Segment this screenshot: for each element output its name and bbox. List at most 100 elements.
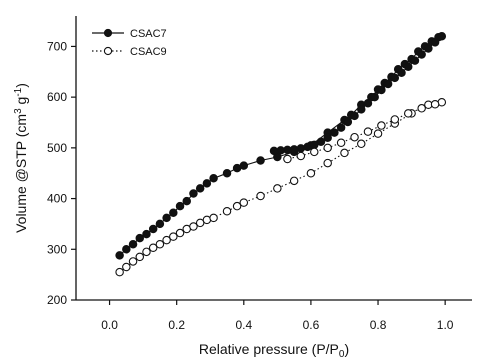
data-point-csac7 <box>239 161 249 170</box>
data-point-csac7 <box>350 111 359 121</box>
data-point-csac7 <box>316 137 326 147</box>
data-point-csac7 <box>383 79 393 89</box>
data-point-csac9 <box>175 228 185 238</box>
data-point-csac7 <box>209 174 218 183</box>
data-point-csac7 <box>148 224 158 234</box>
legend: CSAC7 CSAC9 <box>92 28 167 58</box>
y-tick-label: 400 <box>47 192 67 206</box>
data-point-csac9 <box>306 168 316 178</box>
data-point-csac7 <box>135 233 145 243</box>
data-point-csac7 <box>303 142 312 152</box>
data-point-csac9 <box>273 184 282 193</box>
data-point-csac7 <box>397 68 406 78</box>
data-point-csac7 <box>370 92 379 102</box>
x-tick-label: 0.2 <box>168 318 185 332</box>
data-point-csac7 <box>424 44 433 53</box>
legend-label-csac9: CSAC9 <box>130 46 167 58</box>
data-point-csac9 <box>403 109 413 118</box>
data-point-csac9 <box>336 138 346 148</box>
data-point-csac9 <box>390 115 400 124</box>
data-point-csac9 <box>373 129 383 138</box>
data-point-csac9 <box>239 198 249 207</box>
x-axis-ticks: 0.0 0.2 0.4 0.6 0.8 1.0 <box>101 300 454 332</box>
data-point-csac9 <box>142 247 151 257</box>
data-point-csac9 <box>340 148 349 158</box>
y-tick-label: 700 <box>47 39 67 53</box>
data-point-csac9 <box>148 243 158 253</box>
data-point-csac9 <box>296 151 306 161</box>
data-point-csac9 <box>162 235 171 245</box>
data-point-csac9 <box>377 121 386 130</box>
x-axis-title-subscript: 0 <box>339 349 345 360</box>
data-point-csac9 <box>289 176 299 186</box>
data-point-csac9 <box>155 239 165 249</box>
y-tick-label: 300 <box>47 242 67 256</box>
data-point-csac7 <box>122 245 131 254</box>
data-point-csac7 <box>269 146 279 156</box>
data-point-csac7 <box>142 229 151 239</box>
data-point-csac7 <box>410 56 420 65</box>
data-point-csac7 <box>169 208 178 218</box>
data-point-csac9 <box>323 143 332 153</box>
series-csac7 <box>115 32 447 260</box>
y-tick-label: 500 <box>47 141 67 155</box>
data-point-csac9 <box>232 201 242 211</box>
data-point-csac7 <box>162 213 171 223</box>
x-tick-label: 0.6 <box>303 318 320 332</box>
legend-marker-csac9 <box>103 46 113 56</box>
plot-frame <box>75 16 472 301</box>
data-point-csac7 <box>363 98 373 108</box>
data-point-csac9 <box>350 132 359 142</box>
data-point-csac7 <box>195 184 205 193</box>
y-tick-label: 600 <box>47 90 67 104</box>
y-axis-ticks: 200 300 400 500 600 700 <box>47 39 76 307</box>
data-point-csac7 <box>256 156 265 165</box>
data-point-csac7 <box>403 62 413 71</box>
data-point-csac7 <box>222 168 232 178</box>
data-point-csac9 <box>122 262 131 272</box>
data-point-csac9 <box>189 222 198 231</box>
data-point-csac9 <box>310 147 319 157</box>
data-point-csac7 <box>155 219 165 229</box>
data-point-csac7 <box>417 50 426 59</box>
x-axis-title: Relative pressure (P/P0) <box>199 341 349 360</box>
data-point-csac9 <box>430 99 440 109</box>
legend-marker-csac7 <box>103 28 113 38</box>
data-point-csac7 <box>323 133 332 142</box>
data-point-csac7 <box>182 196 191 206</box>
data-point-csac7 <box>437 32 447 41</box>
x-tick-label: 0.4 <box>235 318 252 332</box>
data-point-csac7 <box>175 201 185 211</box>
data-point-csac7 <box>343 117 353 127</box>
data-point-csac9 <box>363 127 373 136</box>
data-point-csac9 <box>323 158 332 168</box>
data-point-csac7 <box>357 105 366 114</box>
series-csac9 <box>115 97 447 277</box>
data-point-csac9 <box>222 207 232 216</box>
data-point-csac7 <box>128 239 138 249</box>
data-point-csac9 <box>357 139 366 149</box>
legend-label-csac7: CSAC7 <box>130 28 167 40</box>
data-point-csac9 <box>283 154 292 164</box>
series-layer <box>115 32 447 277</box>
x-tick-label: 0.0 <box>101 318 118 332</box>
x-tick-label: 0.8 <box>370 318 387 332</box>
data-point-csac7 <box>430 38 440 47</box>
data-point-csac9 <box>135 252 145 262</box>
data-point-csac7 <box>189 189 198 198</box>
y-tick-label: 200 <box>47 293 67 307</box>
series-line-csac7 <box>119 35 443 256</box>
data-point-csac9 <box>417 104 426 113</box>
x-tick-label: 1.0 <box>437 318 454 332</box>
data-point-csac7 <box>336 123 346 132</box>
data-point-csac7 <box>330 128 339 137</box>
data-point-csac9 <box>195 218 205 228</box>
y-axis-title: Volume @STP (cm3 g-1) <box>13 83 29 233</box>
data-point-csac9 <box>256 191 265 201</box>
data-point-csac7 <box>390 73 400 83</box>
data-point-csac7 <box>115 251 124 260</box>
data-point-csac9 <box>128 257 138 266</box>
y-axis-title-sup1: 3 <box>13 108 24 114</box>
data-point-csac7 <box>377 85 386 95</box>
